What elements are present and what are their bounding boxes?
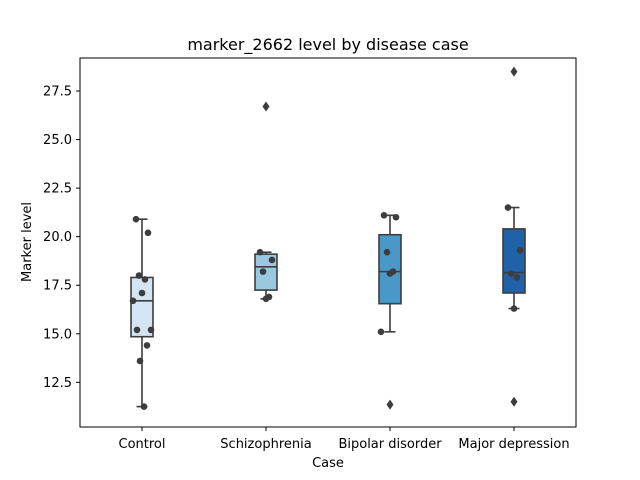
y-tick-label: 17.5 (43, 279, 72, 294)
plot-area (129, 66, 526, 410)
data-point (380, 212, 388, 219)
data-point (392, 213, 400, 221)
axes-frame (79, 57, 577, 428)
data-point (129, 297, 137, 305)
x-tick-label: Control (119, 437, 166, 452)
box-group (129, 215, 155, 410)
box-group (377, 212, 402, 410)
x-axis: Control Schizophrenia Bipolar disorder Majo… (119, 427, 570, 452)
data-point (136, 357, 144, 365)
box-group (502, 66, 526, 407)
data-point (143, 342, 151, 349)
data-point (135, 272, 143, 279)
x-tick-label: Major depression (458, 437, 569, 452)
chart-title: marker_2662 level by disease case (187, 35, 468, 55)
x-tick-label: Bipolar disorder (338, 437, 442, 452)
outlier-marker (262, 101, 270, 112)
y-tick-label: 20.0 (43, 230, 72, 245)
data-point (256, 248, 264, 256)
data-point (383, 248, 391, 256)
data-point (140, 403, 148, 410)
y-tick-label: 22.5 (43, 182, 72, 197)
data-point (510, 305, 518, 312)
data-point (507, 270, 515, 277)
data-point (268, 256, 276, 264)
y-tick-label: 27.5 (43, 85, 72, 100)
x-axis-label: Case (312, 456, 344, 471)
data-point (377, 328, 385, 336)
data-point (141, 276, 149, 283)
data-point (138, 289, 146, 297)
data-point (504, 204, 512, 211)
iqr-box (130, 276, 154, 338)
outlier-marker (510, 66, 518, 77)
iqr-box (502, 228, 526, 294)
box-group (254, 101, 278, 303)
y-tick-label: 25.0 (43, 133, 72, 148)
data-point (144, 229, 152, 237)
y-tick-label: 12.5 (43, 376, 72, 391)
data-point (132, 215, 140, 223)
y-tick-label: 15.0 (43, 327, 72, 342)
y-axis-label: Marker level (20, 202, 35, 282)
data-point (133, 326, 141, 334)
data-point (513, 274, 521, 281)
data-point (516, 246, 524, 254)
data-point (147, 326, 155, 334)
data-point (386, 270, 394, 277)
outlier-marker (510, 396, 518, 407)
outlier-marker (386, 399, 394, 410)
x-tick-label: Schizophrenia (220, 437, 311, 452)
data-point (262, 295, 270, 303)
y-axis: 12.5 15.0 17.5 20.0 22.5 25.0 27.5 (43, 85, 80, 391)
iqr-box (378, 233, 402, 305)
data-point (259, 268, 267, 275)
